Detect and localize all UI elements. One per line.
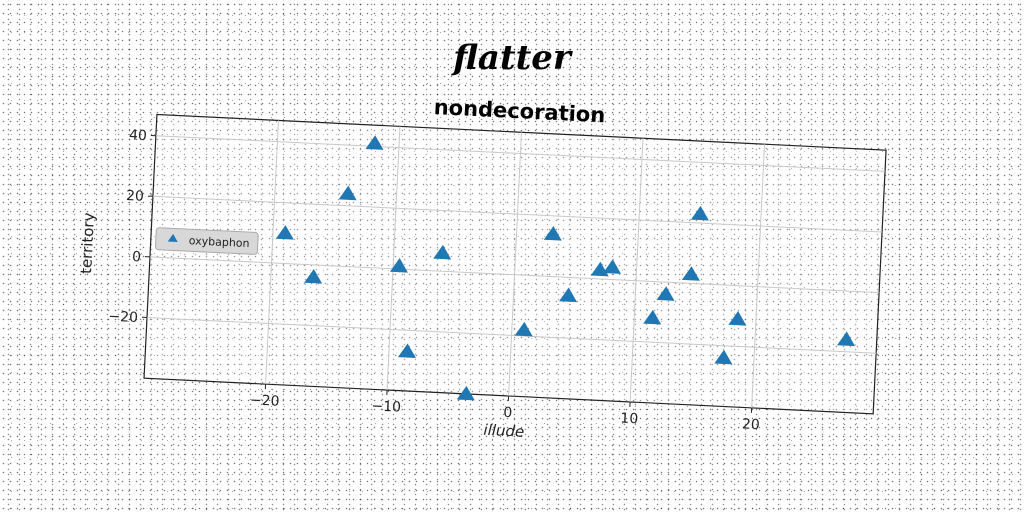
scatter-point xyxy=(559,287,578,303)
y-gridline xyxy=(152,195,883,233)
scatter-point xyxy=(690,205,709,221)
scatter-point xyxy=(543,226,562,241)
scatter-point xyxy=(365,135,384,150)
x-tick-label: 0 xyxy=(503,405,513,421)
scatter-point xyxy=(714,349,733,365)
scatter-point xyxy=(338,185,357,201)
figure-title: flatter xyxy=(453,38,571,78)
scatter-point xyxy=(643,309,662,325)
y-tick-label: 40 xyxy=(129,127,148,144)
y-axis-label: territory xyxy=(77,212,98,274)
x-tick-label: 10 xyxy=(620,410,639,427)
x-gridline xyxy=(386,126,401,391)
data-points xyxy=(275,135,856,401)
y-tick-label: −20 xyxy=(108,309,138,326)
legend: oxybaphon xyxy=(154,227,259,255)
x-gridline xyxy=(751,144,766,408)
x-tick-label: 20 xyxy=(742,416,761,433)
scatter-point xyxy=(837,331,856,347)
y-tick-label: 0 xyxy=(132,249,142,265)
scatter-point xyxy=(456,385,475,401)
axis-ticks: −20 −10 0 10 20 −20 0 20 40 xyxy=(108,127,761,433)
x-gridline xyxy=(508,132,522,397)
scatter-point xyxy=(656,286,675,301)
scatter-point xyxy=(603,259,622,274)
scatter-point xyxy=(389,257,408,273)
scatter-point xyxy=(275,225,294,240)
scatter-point xyxy=(728,311,747,326)
x-gridline xyxy=(629,138,644,402)
grid xyxy=(146,120,886,408)
x-gridline xyxy=(265,120,279,385)
legend-box xyxy=(154,227,259,255)
scatter-point xyxy=(304,268,323,284)
plot-title: nondecoration xyxy=(433,95,606,127)
y-gridline xyxy=(149,256,880,294)
legend-label: oxybaphon xyxy=(188,234,249,250)
scatter-point xyxy=(514,321,533,337)
x-tick-label: −10 xyxy=(371,398,401,415)
y-tick-label: 20 xyxy=(126,188,145,205)
scatter-point xyxy=(433,244,452,260)
y-gridline xyxy=(155,135,886,172)
scatter-point xyxy=(681,266,700,281)
y-gridline xyxy=(146,317,877,354)
x-tick-label: −20 xyxy=(250,392,280,409)
legend-marker xyxy=(167,233,178,243)
scatter-point xyxy=(397,343,416,359)
x-axis-label: illude xyxy=(483,421,525,441)
